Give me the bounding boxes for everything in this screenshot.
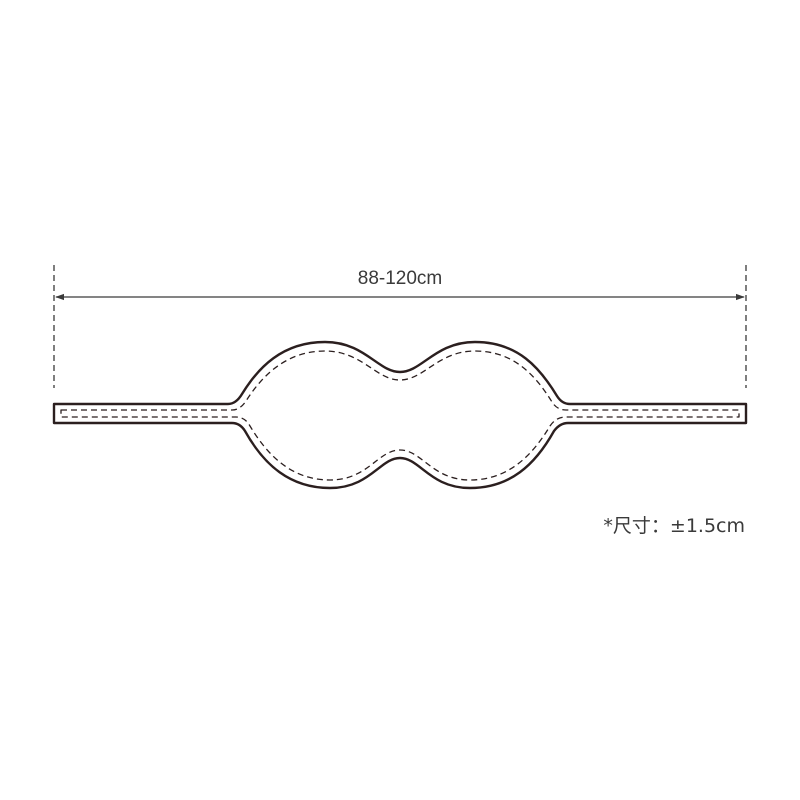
eye-mask-outline	[52, 340, 748, 490]
width-dimension-label: 88-120cm	[358, 268, 443, 289]
eye-mask-stitching	[60, 350, 740, 481]
size-tolerance-note: *尺寸：±1.5cm	[603, 515, 745, 537]
